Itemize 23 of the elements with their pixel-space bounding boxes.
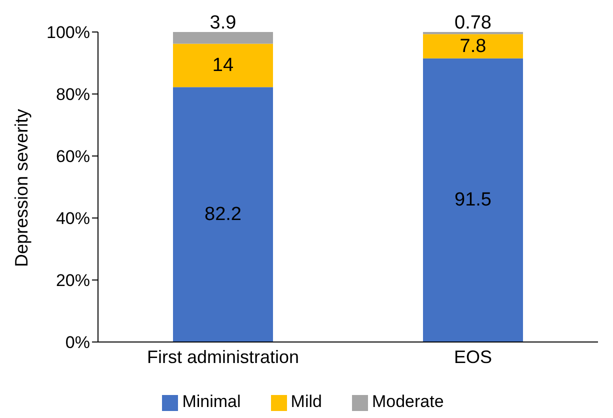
bar [173,87,273,342]
legend-label: Mild [290,392,322,411]
data-label: 7.8 [460,36,486,57]
y-tick-label: 80% [56,85,90,104]
x-tick-label: First administration [146,346,300,367]
x-tick-label: EOS [454,346,492,367]
legend-label: Minimal [182,392,241,411]
legend-label: Moderate [372,392,444,411]
y-tick-label: 40% [56,209,90,228]
y-tick-label: 20% [56,271,90,290]
bar [173,32,273,44]
y-tick-label: 60% [56,147,90,166]
data-label: 91.5 [454,190,492,211]
data-label: 14 [212,54,234,76]
y-tick-label: 0% [65,333,90,352]
data-label: 3.9 [210,12,236,34]
y-axis-title: Depression severity [11,108,32,267]
bar [173,44,273,88]
bar [423,34,523,58]
y-tick-label: 100% [46,23,90,42]
bar [423,58,523,342]
data-label: 82.2 [204,204,242,226]
data-label: 0.78 [454,12,492,34]
